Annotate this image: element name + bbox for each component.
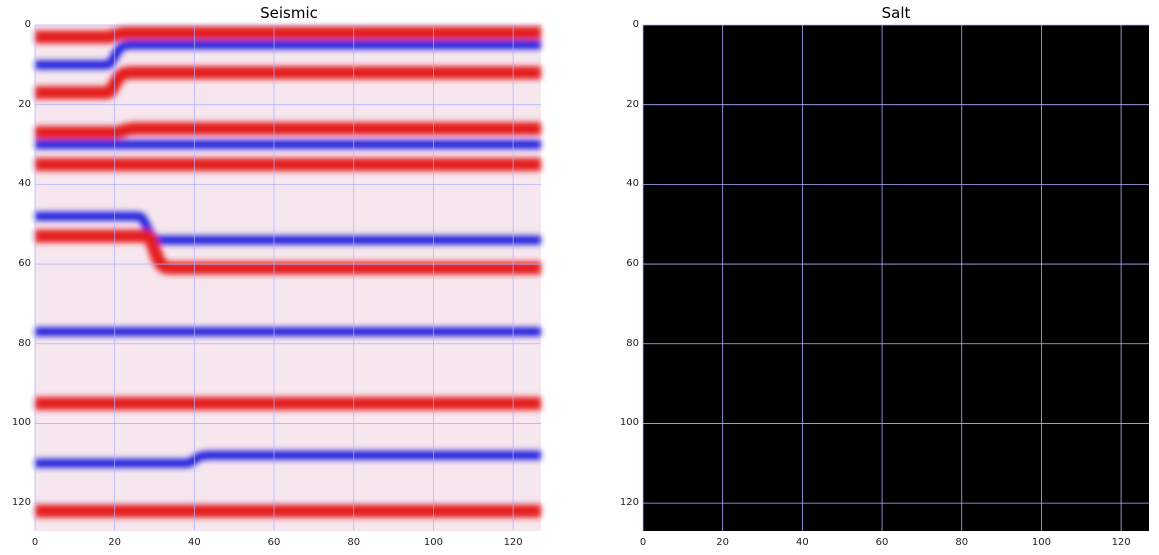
salt-x-tick-label: 40 [795, 537, 809, 548]
seismic-y-tick-label: 60 [18, 258, 31, 270]
seismic-horizon-red [35, 229, 541, 275]
seismic-heatmap [34, 24, 541, 531]
seismic-x-tick-label: 0 [31, 537, 39, 548]
salt-x-tick-label: 60 [875, 537, 889, 548]
seismic-x-tick-label: 80 [347, 537, 361, 548]
seismic-title: Seismic [260, 4, 318, 22]
seismic-horizon-blue [35, 40, 541, 70]
salt-y-tick-label: 40 [626, 178, 639, 190]
salt-x-tick-label: 0 [639, 537, 647, 548]
seismic-x-tick-label: 100 [423, 537, 443, 548]
salt-y-tick-label: 60 [626, 258, 639, 270]
seismic-x-tick-label: 20 [108, 537, 122, 548]
seismic-x-tick-label: 60 [267, 537, 281, 548]
salt-x-tick-label: 120 [1111, 537, 1131, 548]
seismic-y-tick-label: 120 [11, 497, 31, 509]
seismic-axes [34, 24, 541, 531]
seismic-horizon-blue [35, 450, 541, 468]
seismic-horizon-red [35, 26, 541, 44]
seismic-horizon-red [35, 66, 541, 100]
salt-x-tick-label: 100 [1031, 537, 1051, 548]
seismic-horizon-red [35, 122, 541, 140]
seismic-y-tick-label: 20 [18, 98, 31, 110]
salt-axes [642, 24, 1149, 531]
seismic-background [35, 25, 541, 531]
salt-y-tick-label: 20 [626, 98, 639, 110]
salt-heatmap [642, 24, 1149, 531]
salt-title: Salt [881, 4, 911, 22]
seismic-x-tick-label: 40 [187, 537, 201, 548]
salt-y-tick-label: 100 [619, 417, 639, 429]
seismic-y-tick-label: 80 [18, 337, 31, 349]
salt-mask [643, 25, 1149, 531]
salt-x-tick-label: 80 [955, 537, 969, 548]
seismic-y-tick-label: 100 [11, 417, 31, 429]
seismic-horizon-blue [35, 211, 541, 245]
seismic-y-tick-label: 0 [24, 19, 31, 30]
seismic-x-tick-label: 120 [503, 537, 523, 548]
salt-y-tick-label: 0 [632, 19, 639, 30]
seismic-y-tick-label: 40 [18, 178, 31, 190]
salt-x-tick-label: 20 [716, 537, 730, 548]
salt-y-tick-label: 80 [626, 337, 639, 349]
salt-y-tick-label: 120 [619, 497, 639, 509]
